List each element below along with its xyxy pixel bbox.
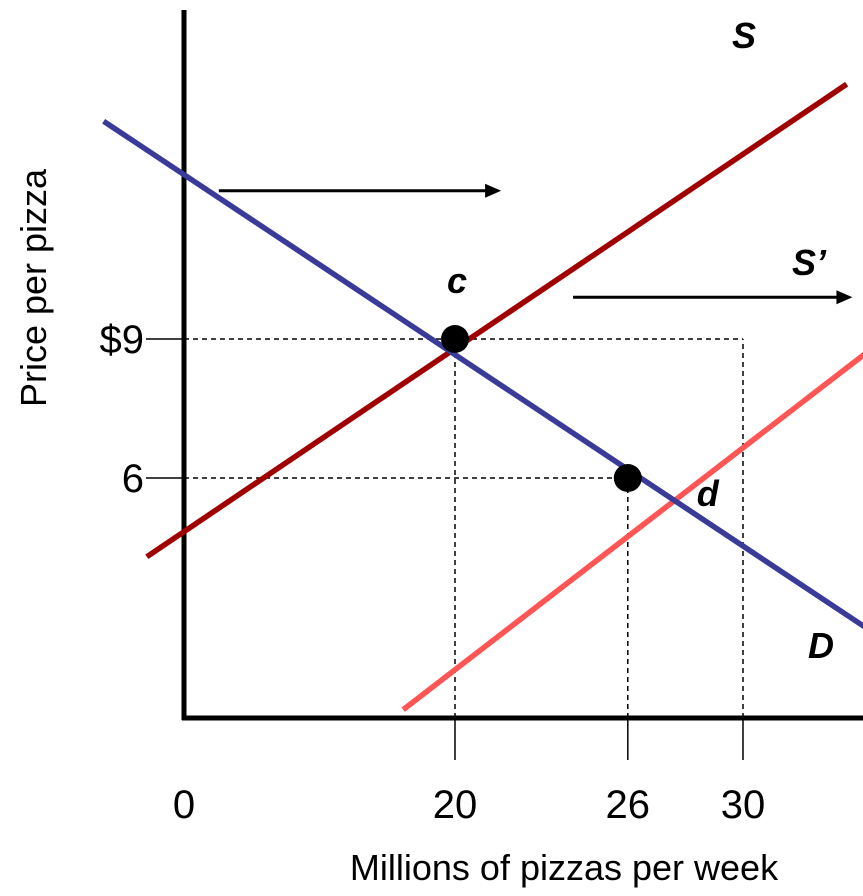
y-tick-label: $9: [100, 318, 145, 362]
equilibrium-point: [613, 464, 642, 492]
x-tick-label: 0: [173, 783, 195, 827]
equilibrium-point: [441, 325, 469, 353]
x-tick-label: 30: [721, 783, 766, 827]
y-tick-label: 6: [122, 457, 144, 501]
x-axis-title: Millions of pizzas per week: [350, 847, 779, 888]
point-label: c: [447, 260, 467, 301]
point-label: d: [697, 473, 720, 514]
curve-s: [145, 81, 849, 560]
x-tick-label: 20: [433, 783, 478, 827]
curve-s-prime: [401, 351, 863, 712]
x-tick-label: 26: [606, 783, 651, 827]
curve-label: D: [808, 625, 834, 666]
y-axis-title: Price per pizza: [13, 168, 54, 407]
shift-arrow-head: [836, 290, 853, 305]
curve-label: S: [732, 15, 756, 56]
shift-arrow-head: [485, 183, 502, 198]
curve-label: S’: [792, 242, 827, 283]
curve-d: [102, 118, 863, 630]
